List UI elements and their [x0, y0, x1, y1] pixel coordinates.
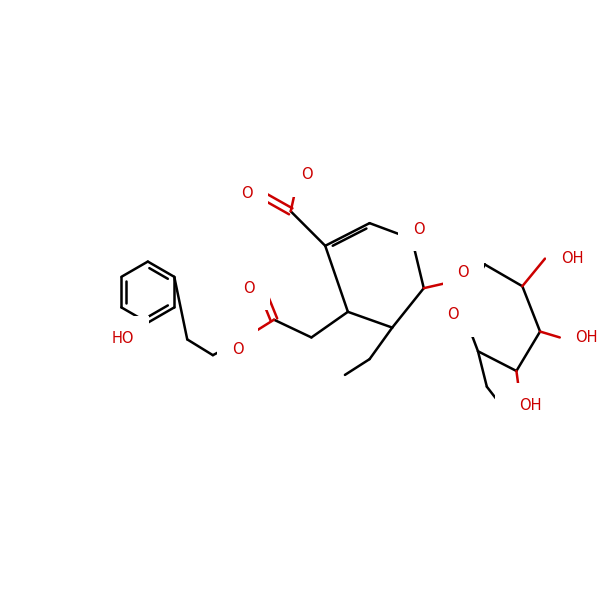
Text: O: O	[301, 167, 313, 182]
Text: O: O	[413, 221, 425, 236]
Text: OH: OH	[575, 330, 598, 345]
Text: OH: OH	[520, 398, 542, 413]
Text: HO: HO	[112, 331, 134, 346]
Text: OH: OH	[509, 407, 532, 422]
Text: O: O	[448, 307, 459, 322]
Text: O: O	[242, 186, 253, 201]
Text: O: O	[232, 342, 244, 357]
Text: O: O	[457, 265, 469, 280]
Text: O: O	[244, 281, 255, 296]
Text: OH: OH	[561, 251, 583, 266]
